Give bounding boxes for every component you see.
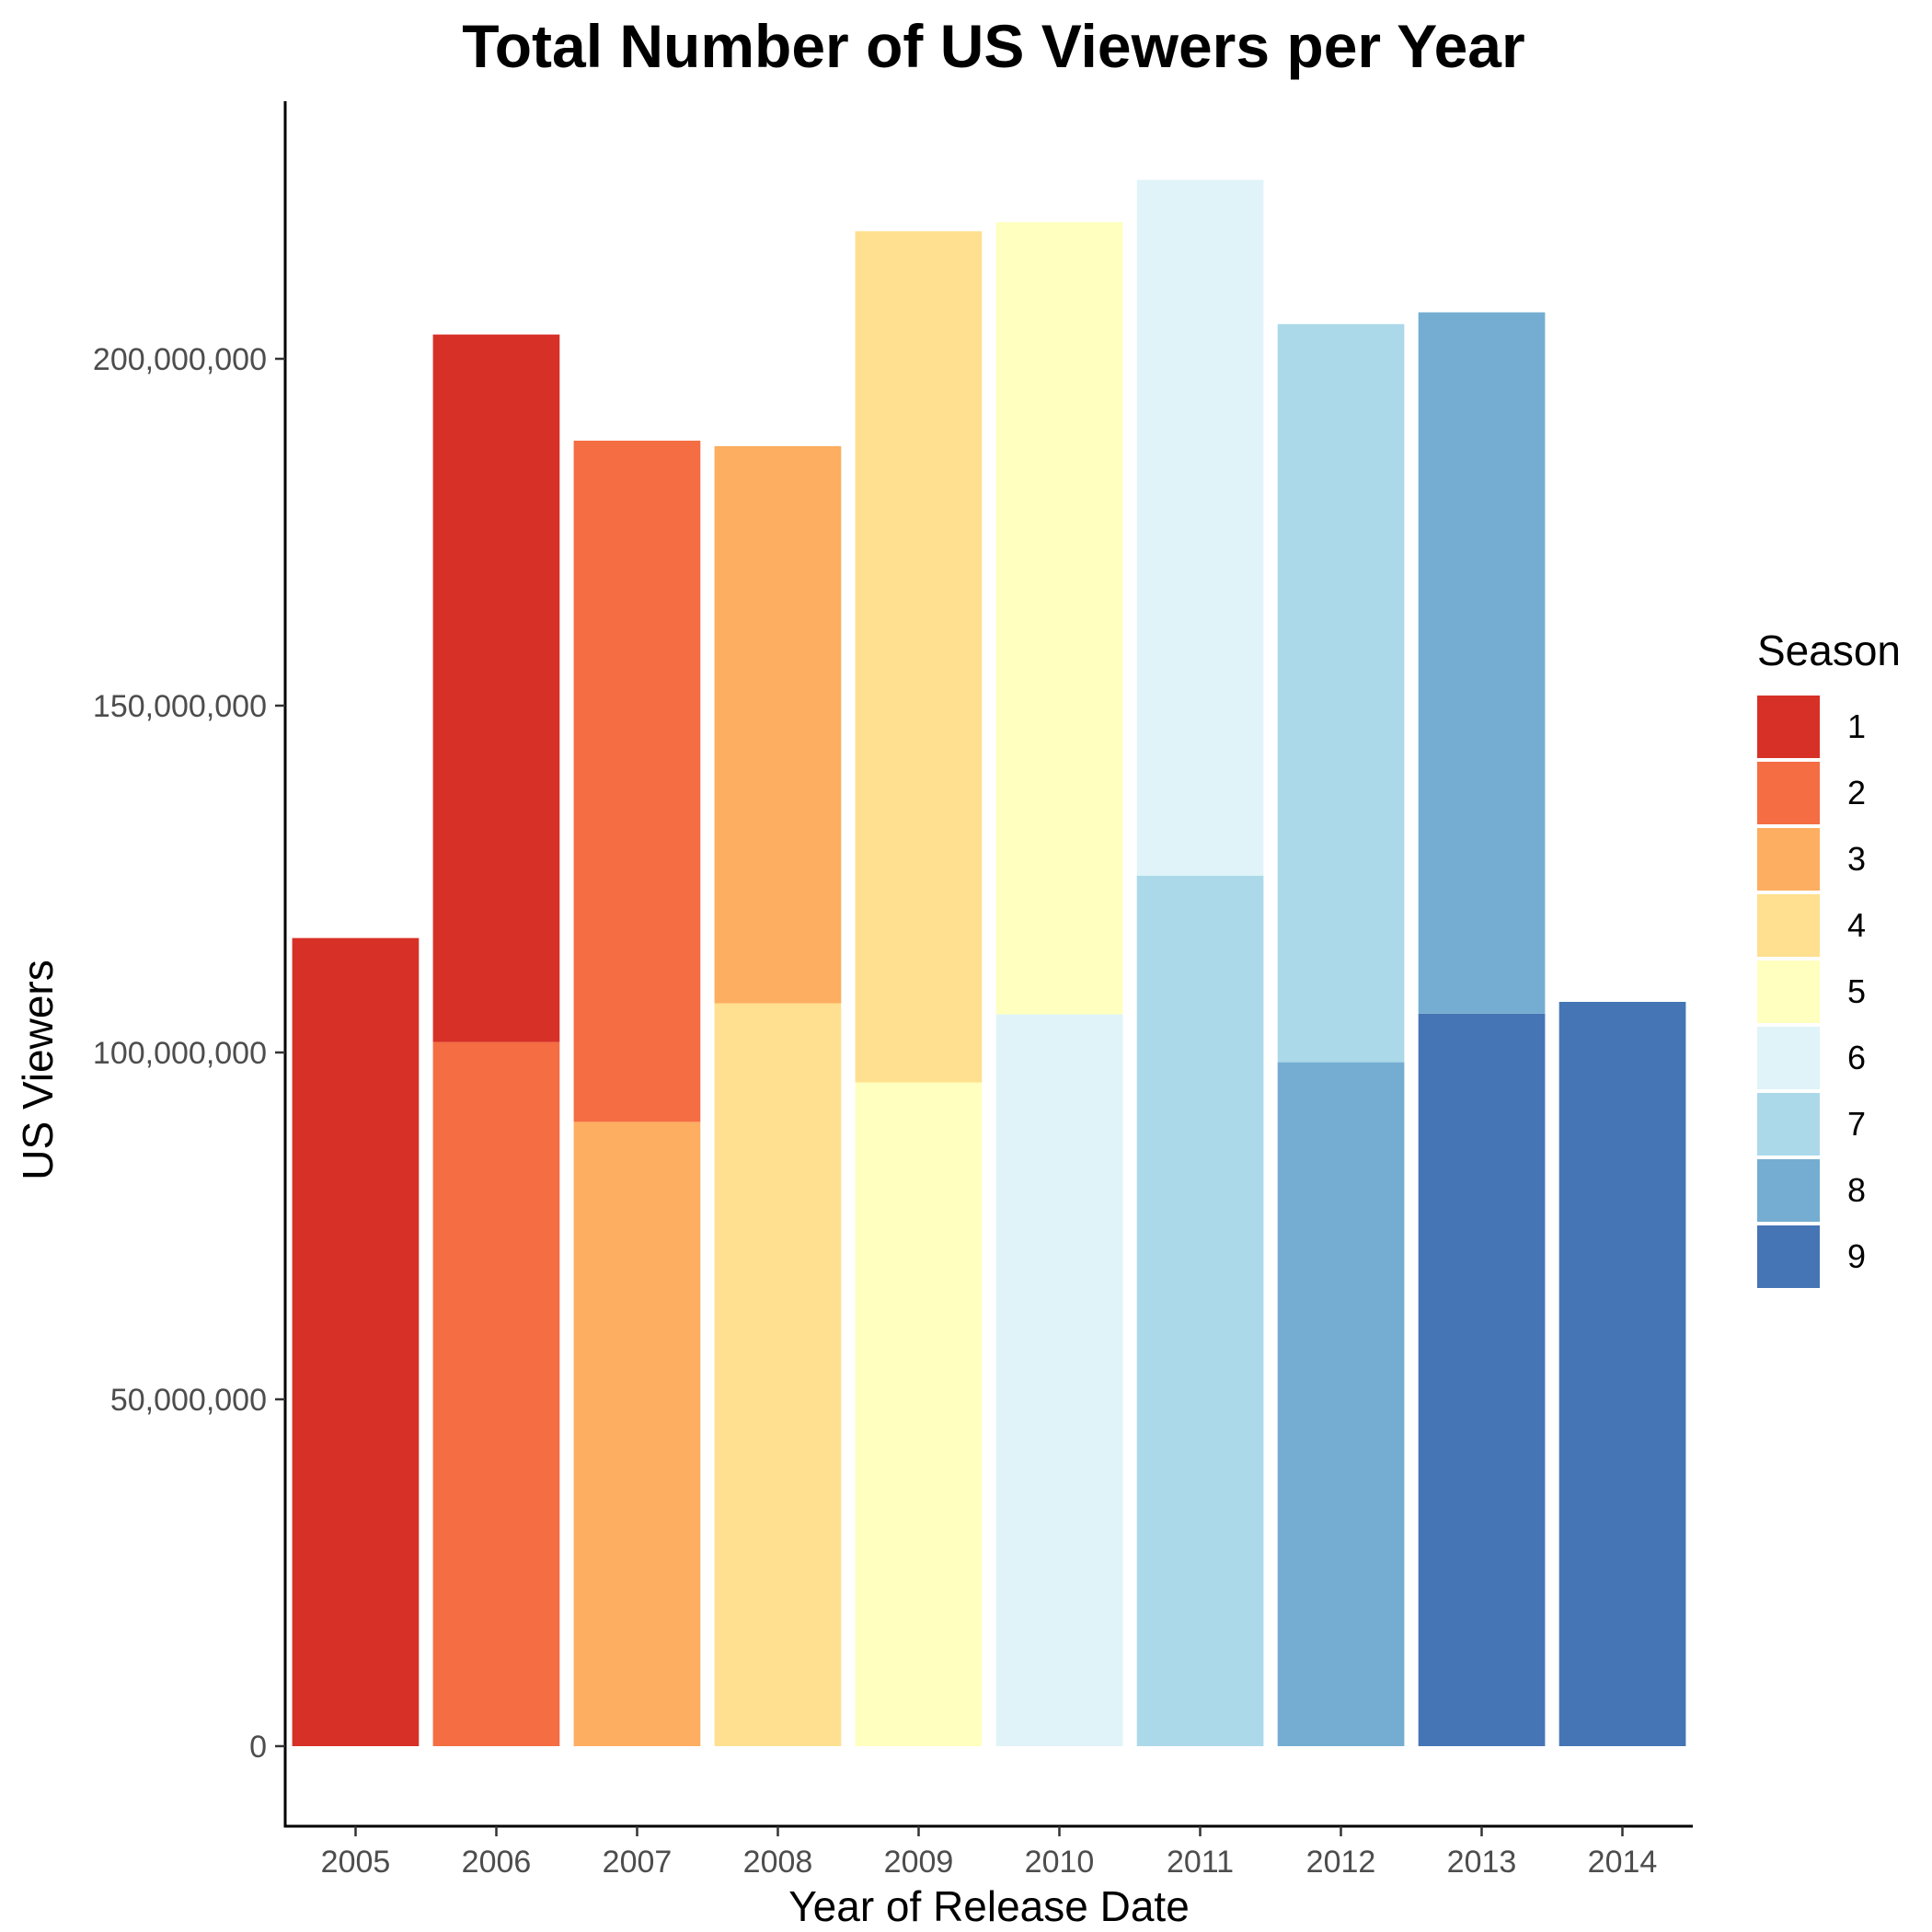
- y-tick-label: 150,000,000: [93, 689, 267, 724]
- legend-label: 5: [1847, 972, 1867, 1010]
- legend-item-season-2: 2: [1757, 760, 1901, 826]
- bars-layer: [292, 179, 1686, 1746]
- legend-label: 8: [1847, 1171, 1867, 1209]
- bar-segment-2007-season-3: [573, 1121, 701, 1746]
- legend-item-season-5: 5: [1757, 959, 1901, 1025]
- bar-segment-2007-season-2: [573, 441, 701, 1122]
- axes-layer: 0 50,000,000 100,000,000 150,000,000 200,000…: [93, 101, 1693, 1880]
- bar-segment-2010-season-6: [995, 1014, 1123, 1746]
- bar-segment-2006-season-2: [432, 1041, 560, 1746]
- bar-segment-2008-season-3: [714, 446, 842, 1004]
- bar-segment-2011-season-7: [1136, 875, 1264, 1746]
- legend-title: Season: [1757, 627, 1902, 674]
- legend-swatch: [1757, 1159, 1820, 1222]
- legend-label: 9: [1847, 1237, 1867, 1275]
- legend-swatch: [1757, 762, 1820, 824]
- legend-swatch: [1757, 894, 1820, 957]
- legend-items: 1 2 3 4 5 6 7 8 9: [1757, 694, 1901, 1290]
- legend-swatch: [1757, 1225, 1820, 1288]
- bar-segment-2013-season-9: [1418, 1013, 1546, 1746]
- bar-segment-2005-season-1: [292, 937, 420, 1746]
- legend-swatch: [1757, 696, 1820, 758]
- bar-segment-2006-season-1: [432, 334, 560, 1042]
- y-axis-label: US Viewers: [14, 960, 62, 1180]
- y-tick-label: 200,000,000: [93, 342, 267, 377]
- x-tick-label: 2007: [603, 1845, 673, 1880]
- bar-segment-2012-season-7: [1277, 324, 1405, 1063]
- x-tick-label: 2012: [1306, 1845, 1376, 1880]
- x-tick-label: 2008: [743, 1845, 813, 1880]
- legend-label: 6: [1847, 1039, 1867, 1076]
- y-tick-label: 100,000,000: [93, 1036, 267, 1071]
- legend-item-season-7: 7: [1757, 1091, 1901, 1157]
- legend-label: 2: [1847, 774, 1867, 811]
- legend-swatch: [1757, 828, 1820, 891]
- legend-swatch: [1757, 1027, 1820, 1089]
- bar-segment-2009-season-5: [855, 1082, 983, 1746]
- legend-item-season-4: 4: [1757, 892, 1901, 959]
- bar-segment-2010-season-5: [995, 222, 1123, 1015]
- legend-label: 1: [1847, 707, 1867, 745]
- x-tick-label: 2011: [1167, 1845, 1234, 1880]
- bar-segment-2011-season-6: [1136, 179, 1264, 876]
- legend-item-season-1: 1: [1757, 694, 1901, 760]
- chart-title: Total Number of US Viewers per Year: [462, 12, 1525, 80]
- x-tick-label: 2009: [884, 1845, 954, 1880]
- bar-segment-2008-season-4: [714, 1003, 842, 1746]
- x-tick-label: 2013: [1447, 1845, 1517, 1880]
- legend-swatch: [1757, 960, 1820, 1023]
- legend-label: 4: [1847, 906, 1867, 944]
- x-tick-label: 2014: [1588, 1845, 1658, 1880]
- legend-swatch: [1757, 1093, 1820, 1156]
- legend-label: 3: [1847, 840, 1867, 878]
- bar-segment-2014-season-9: [1558, 1002, 1686, 1746]
- x-axis-label: Year of Release Date: [788, 1882, 1190, 1930]
- legend-item-season-6: 6: [1757, 1025, 1901, 1091]
- legend-label: 7: [1847, 1105, 1867, 1143]
- bar-segment-2012-season-8: [1277, 1062, 1405, 1746]
- bar-segment-2009-season-4: [855, 231, 983, 1083]
- bar-segment-2013-season-8: [1418, 312, 1546, 1014]
- legend: Season 1 2 3 4 5 6 7 8 9: [1757, 626, 1901, 1290]
- y-tick-label: 0: [249, 1730, 267, 1765]
- legend-item-season-8: 8: [1757, 1157, 1901, 1224]
- x-tick-label: 2005: [321, 1845, 391, 1880]
- legend-item-season-9: 9: [1757, 1224, 1901, 1290]
- legend-item-season-3: 3: [1757, 826, 1901, 892]
- x-tick-label: 2010: [1025, 1845, 1095, 1880]
- x-tick-label: 2006: [462, 1845, 532, 1880]
- y-tick-label: 50,000,000: [110, 1383, 267, 1418]
